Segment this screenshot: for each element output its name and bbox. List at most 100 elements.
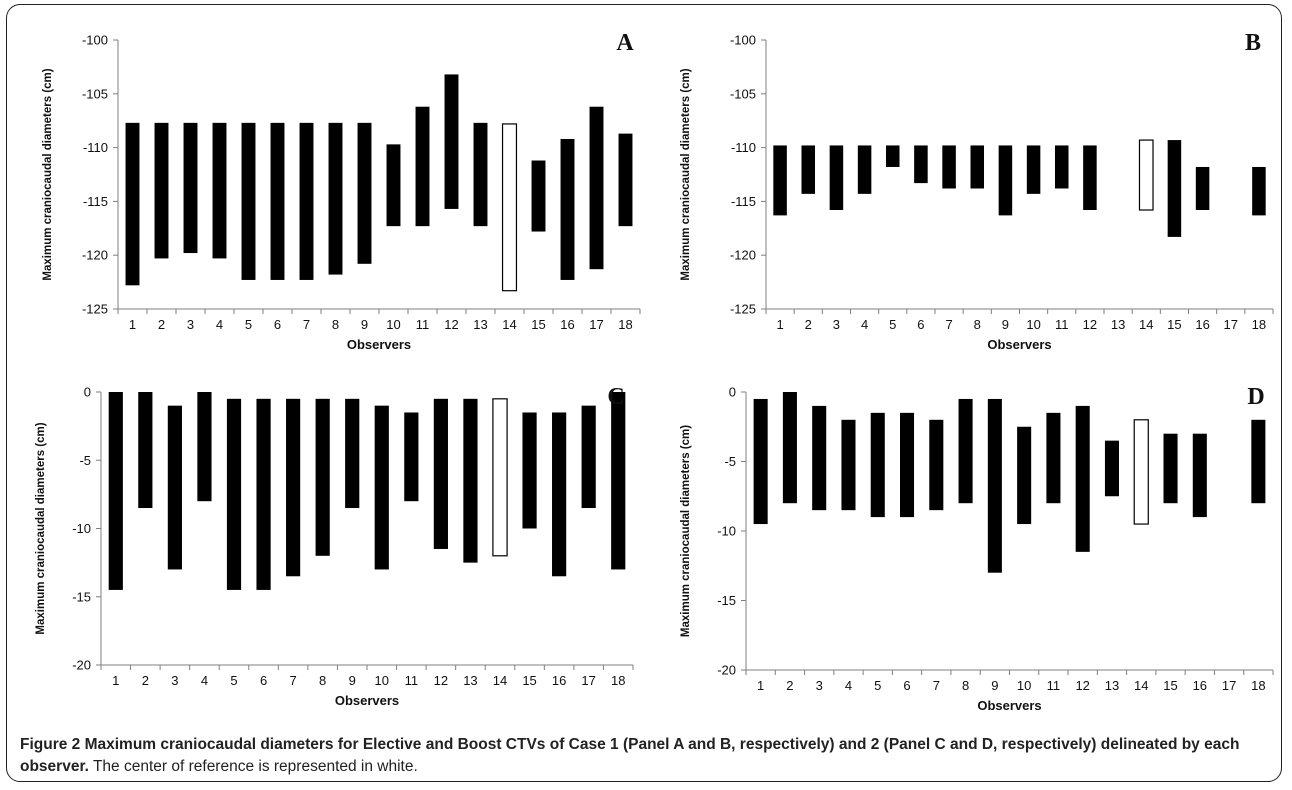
range-bar <box>998 145 1013 216</box>
y-tick-label: -115 <box>83 194 108 209</box>
x-tick-label: 2 <box>158 317 165 332</box>
x-tick-label: 9 <box>349 673 356 688</box>
x-tick-label: 16 <box>1195 317 1209 332</box>
reference-bar <box>492 398 508 557</box>
range-bar <box>611 392 626 570</box>
range-bar <box>1163 433 1178 504</box>
x-axis-label: Observers <box>977 698 1041 713</box>
x-tick-label: 15 <box>531 317 545 332</box>
range-bar <box>125 122 140 286</box>
x-tick-label: 5 <box>889 317 896 332</box>
range-bar <box>1083 145 1097 211</box>
range-bar <box>1252 166 1266 216</box>
range-bar <box>812 405 827 511</box>
x-tick-label: 1 <box>776 317 783 332</box>
x-tick-label: 14 <box>1134 678 1148 693</box>
y-tick-label: -120 <box>82 248 108 263</box>
x-tick-label: 10 <box>1026 317 1040 332</box>
x-tick-label: 18 <box>611 673 625 688</box>
caption-title: Figure 2 Maximum craniocaudal diameters … <box>20 736 1240 775</box>
range-bar <box>167 405 182 570</box>
y-tick-label: -20 <box>717 663 736 678</box>
range-bar <box>970 145 985 189</box>
reference-bar <box>1138 139 1154 211</box>
figure-frame <box>6 4 1282 782</box>
x-tick-label: 6 <box>903 678 910 693</box>
y-tick-label: -105 <box>730 86 756 101</box>
x-axis-label: Observers <box>987 337 1051 352</box>
range-bar <box>857 145 872 194</box>
range-bar <box>138 392 153 509</box>
x-tick-label: 16 <box>552 673 566 688</box>
y-tick-label: -20 <box>72 658 91 673</box>
x-tick-label: 16 <box>1193 678 1207 693</box>
range-bar <box>345 398 360 509</box>
y-tick-label: -10 <box>72 521 91 536</box>
y-tick-label: -10 <box>717 524 736 539</box>
x-tick-label: 17 <box>581 673 595 688</box>
range-bar <box>315 398 330 556</box>
range-bar <box>987 398 1002 573</box>
range-bar <box>1251 419 1266 504</box>
range-bar <box>829 145 844 211</box>
x-tick-label: 1 <box>129 317 136 332</box>
range-bar <box>841 419 856 511</box>
x-tick-label: 17 <box>1224 317 1238 332</box>
range-bar <box>1054 145 1069 189</box>
range-bar <box>1104 440 1119 497</box>
range-bar <box>1195 166 1210 211</box>
range-bar <box>374 405 389 570</box>
figure-caption: Figure 2 Maximum craniocaudal diameters … <box>20 734 1275 778</box>
x-tick-label: 18 <box>618 317 632 332</box>
y-axis-label: Maximum craniocaudal diameters (cm) <box>680 68 692 280</box>
y-tick-label: -15 <box>717 593 736 608</box>
x-tick-label: 13 <box>473 317 487 332</box>
range-bar <box>552 412 567 577</box>
y-tick-label: -125 <box>82 302 108 317</box>
range-bar <box>942 145 956 189</box>
x-axis-label: Observers <box>335 693 399 708</box>
x-tick-label: 3 <box>187 317 194 332</box>
range-bar <box>581 405 596 509</box>
x-tick-label: 16 <box>560 317 574 332</box>
x-tick-label: 8 <box>319 673 326 688</box>
y-tick-label: -15 <box>72 589 91 604</box>
x-tick-label: 17 <box>589 317 603 332</box>
x-tick-label: 6 <box>260 673 267 688</box>
x-tick-label: 1 <box>757 678 764 693</box>
x-tick-label: 1 <box>112 673 119 688</box>
x-tick-label: 6 <box>917 317 924 332</box>
range-bar <box>108 392 123 590</box>
range-bar <box>900 412 915 518</box>
x-tick-label: 7 <box>945 317 952 332</box>
range-bar <box>531 160 546 232</box>
x-tick-label: 11 <box>416 317 430 332</box>
x-tick-label: 14 <box>1139 317 1153 332</box>
range-bar <box>386 144 401 227</box>
x-tick-label: 14 <box>502 317 516 332</box>
x-tick-label: 10 <box>1017 678 1031 693</box>
y-axis-label: Maximum craniocaudal diameters (cm) <box>35 422 47 634</box>
y-tick-label: 0 <box>84 385 91 400</box>
range-bar <box>1075 405 1090 552</box>
range-bar <box>782 392 797 504</box>
x-tick-label: 2 <box>805 317 812 332</box>
range-bar <box>885 145 900 167</box>
range-bar <box>154 122 169 259</box>
x-tick-label: 9 <box>361 317 368 332</box>
x-tick-label: 7 <box>933 678 940 693</box>
range-bar <box>560 138 575 280</box>
x-tick-label: 12 <box>1083 317 1097 332</box>
range-bar <box>444 74 459 209</box>
range-bar <box>241 122 256 280</box>
x-tick-label: 2 <box>786 678 793 693</box>
x-tick-label: 5 <box>874 678 881 693</box>
x-tick-label: 18 <box>1252 317 1266 332</box>
range-bar <box>1017 426 1032 525</box>
x-tick-label: 9 <box>991 678 998 693</box>
x-tick-label: 17 <box>1222 678 1236 693</box>
x-tick-label: 4 <box>861 317 868 332</box>
y-tick-label: 0 <box>729 385 736 400</box>
